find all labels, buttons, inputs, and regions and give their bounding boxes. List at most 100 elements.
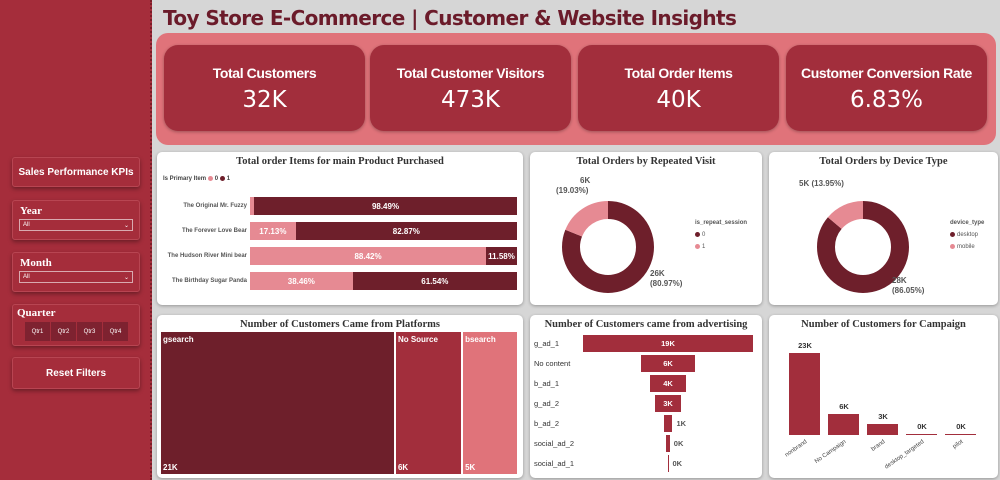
legend-item: 1 — [226, 176, 231, 183]
legend-label: 1 — [702, 244, 706, 251]
legend-title: device_type — [950, 220, 985, 226]
funnel-bar[interactable]: 19K — [583, 335, 753, 352]
column-value-label: 3K — [878, 412, 888, 422]
year-label: Year — [20, 205, 42, 217]
chart-title: Number of Customers Came from Platforms — [240, 319, 440, 330]
donut-svg — [817, 201, 909, 293]
bar-segment-1: 61.54% — [352, 272, 517, 290]
page-title: Toy Store E-Commerce | Customer & Websit… — [163, 6, 737, 30]
funnel-bar[interactable]: 3K — [654, 395, 682, 412]
kpi-label: Customer Conversion Rate — [801, 65, 972, 81]
funnel-bar[interactable] — [667, 455, 669, 472]
column-value-label: 23K — [798, 341, 812, 350]
slice-pct: (19.03%) — [556, 186, 589, 195]
funnel-category-label: social_ad_2 — [534, 439, 575, 448]
quarter-option[interactable]: Qtr1 — [25, 322, 51, 341]
legend-label: 0 — [702, 232, 706, 239]
chart-title: Number of Customers for Campaign — [801, 319, 966, 330]
quarter-filter: Quarter Qtr1 Qtr2 Qtr3 Qtr4 — [12, 304, 140, 346]
chevron-down-icon: ⌄ — [123, 274, 129, 281]
donut-slice-mobile[interactable] — [817, 201, 909, 293]
legend-dot — [950, 232, 955, 237]
slice-label: 28K — [892, 276, 907, 285]
slice-pct: (13.95%) — [811, 179, 844, 188]
quarter-option[interactable]: Qtr4 — [103, 322, 129, 341]
treemap-tile-no-source[interactable]: No Source 6K — [394, 331, 463, 475]
funnel-bar[interactable]: 4K — [650, 375, 686, 392]
bar-segment-0: 88.42% — [250, 247, 487, 265]
funnel-category-label: b_ad_2 — [534, 419, 560, 428]
slice-pct: (80.97%) — [650, 279, 683, 288]
legend-dot — [950, 244, 955, 249]
bar-segment-1: 82.87% — [295, 222, 517, 240]
legend-item: desktop — [950, 232, 978, 238]
chevron-down-icon: ⌄ — [123, 222, 129, 229]
bar-segment-0: 17.13% — [250, 222, 296, 240]
funnel-category-label: b_ad_1 — [534, 379, 560, 388]
funnel-bar[interactable]: 6K — [641, 355, 695, 372]
slice-value: 5K — [799, 179, 810, 188]
funnel-bar[interactable] — [666, 435, 670, 452]
column-bar[interactable] — [945, 434, 976, 435]
legend-item: 1 — [695, 244, 705, 250]
slice-label: 26K — [650, 269, 665, 278]
kpi-value: 40K — [656, 87, 701, 113]
column-bar[interactable] — [867, 424, 898, 435]
funnel-category-label: social_ad_1 — [534, 459, 575, 468]
legend-dot — [695, 232, 700, 237]
funnel-category-label: g_ad_2 — [534, 399, 560, 408]
kpi-label: Total Customers — [212, 65, 317, 81]
donut-slice-1[interactable] — [562, 201, 654, 293]
bar-category-label: The Hudson River Mini bear — [167, 253, 247, 259]
month-label: Month — [20, 257, 52, 269]
reset-filters-button[interactable]: Reset Filters — [12, 357, 140, 389]
funnel-value-label: 0K — [672, 459, 683, 468]
legend-title: Is Primary Item — [163, 176, 207, 183]
legend-label: desktop — [957, 232, 979, 239]
legend-dot — [695, 244, 700, 249]
kpi-label: Total Customer Visitors — [396, 65, 545, 81]
campaign-chart: Number of Customers for Campaign 23K nonb… — [769, 315, 998, 478]
advertising-funnel: Number of Customers came from advertisin… — [530, 315, 762, 478]
chart-title: Number of Customers came from advertisin… — [544, 319, 748, 330]
tile-name: bsearch — [465, 335, 496, 344]
tile-name: No Source — [397, 335, 438, 344]
slice-label: 6K — [580, 176, 591, 185]
bar-category-label: The Forever Love Bear — [181, 228, 247, 234]
kpi-value: 6.83% — [849, 87, 924, 113]
quarter-option[interactable]: Qtr3 — [77, 322, 103, 341]
treemap-tile-bsearch[interactable]: bsearch 5K — [462, 331, 518, 475]
column-bar[interactable] — [906, 434, 937, 435]
tile-value: 6K — [397, 463, 409, 472]
year-dropdown[interactable]: All ⌄ — [19, 219, 133, 231]
column-bar[interactable] — [789, 353, 820, 435]
kpi-card: Total Customers 32K — [164, 45, 365, 131]
quarter-option[interactable]: Qtr2 — [51, 322, 77, 341]
repeat-visit-chart: Total Orders by Repeated Visit is_repeat… — [530, 152, 762, 305]
slice-pct: (86.05%) — [892, 286, 925, 295]
kpi-value: 32K — [242, 87, 287, 113]
kpi-card: Customer Conversion Rate 6.83% — [786, 45, 987, 131]
month-value: All — [23, 274, 30, 280]
primary-item-chart: Total order Items for main Product Purch… — [157, 152, 523, 305]
bar-category-label: The Birthday Sugar Panda — [171, 278, 247, 284]
sales-performance-kpis-button[interactable]: Sales Performance KPIs — [12, 157, 140, 187]
chart-title: Total order Items for main Product Purch… — [236, 156, 444, 167]
kpi-card: Total Order Items 40K — [578, 45, 779, 131]
chart-title: Total Orders by Repeated Visit — [576, 156, 716, 167]
quarter-label: Quarter — [17, 307, 56, 319]
column-bar[interactable] — [828, 413, 859, 435]
legend-title: is_repeat_session — [695, 220, 748, 226]
funnel-value-label: 0K — [673, 439, 684, 448]
sidebar: Sales Performance KPIs Year All ⌄ Month A… — [0, 0, 152, 480]
treemap-tile-gsearch[interactable]: gsearch 21K — [160, 331, 395, 475]
funnel-bar[interactable] — [663, 415, 673, 432]
tile-value: 21K — [163, 463, 178, 472]
legend-label: mobile — [957, 244, 975, 251]
chart-title: Total Orders by Device Type — [819, 156, 948, 167]
month-dropdown[interactable]: All ⌄ — [19, 271, 133, 283]
kpi-panel: Total Customers 32K Total Customer Visito… — [156, 33, 996, 145]
donut-svg — [562, 201, 654, 293]
slice-label: 5K (13.95%) — [799, 179, 844, 189]
